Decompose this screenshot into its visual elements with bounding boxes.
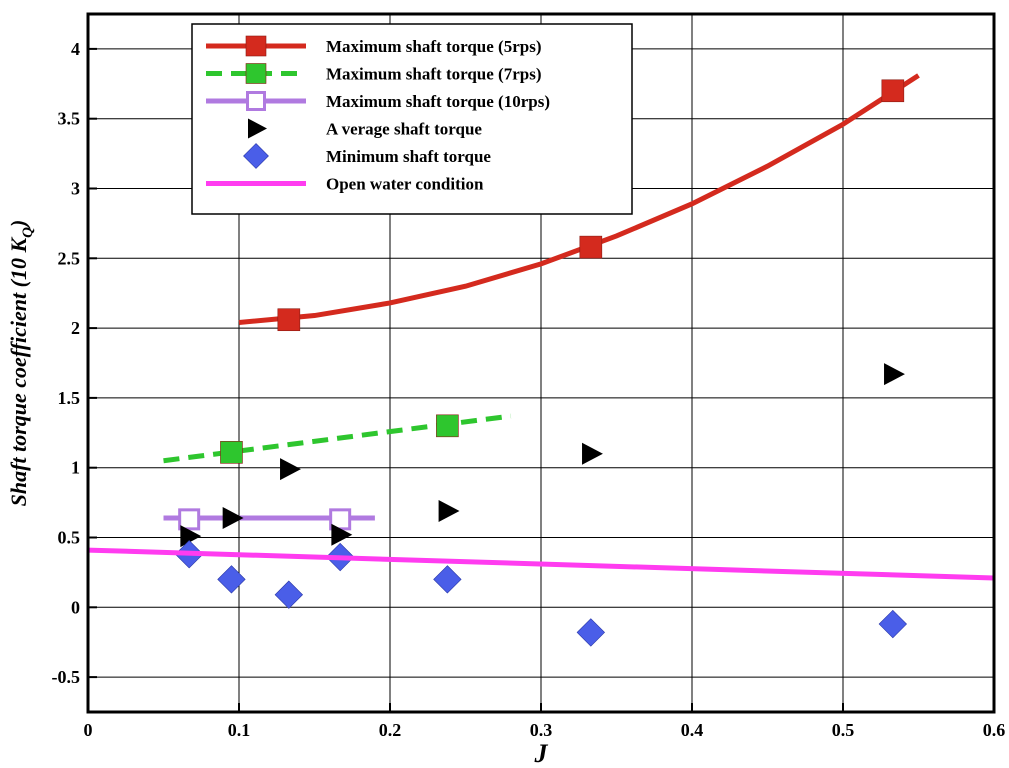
series-line [163,413,512,464]
data-point [576,618,606,647]
legend-item: Maximum shaft torque (10rps) [206,91,550,111]
legend-item: Minimum shaft torque [243,143,491,169]
legend-label: Minimum shaft torque [326,147,491,166]
y-tick-label: 0.5 [58,528,81,548]
x-tick-label: 0.4 [681,720,704,740]
legend-item: Open water condition [206,175,484,194]
x-tick-label: 0.5 [832,720,855,740]
x-tick-label: 0.6 [983,720,1006,740]
y-tick-label: 0 [71,597,80,617]
data-point [277,308,301,332]
legend-label: Maximum shaft torque (5rps) [326,37,541,56]
x-axis-title: J [534,739,549,768]
legend-marker [248,118,267,139]
y-tick-label: 3.5 [58,109,81,129]
x-tick-label: 0 [84,720,93,740]
legend-item: Maximum shaft torque (7rps) [206,63,541,84]
y-tick-label: 3 [71,179,80,199]
y-axis-title-subscript: Q [20,227,36,238]
legend-label: Maximum shaft torque (7rps) [326,65,541,84]
data-point [217,565,246,594]
data-point [438,499,460,522]
series-line [87,547,995,581]
y-axis-title: Shaft torque coefficient (10 KQ) [6,220,36,507]
y-tick-label: -0.5 [52,667,81,687]
legend-label: A verage shaft torque [326,120,482,139]
series-layer [87,73,995,647]
legend-marker [245,63,267,84]
legend: Maximum shaft torque (5rps) Maximum shaft… [191,23,633,215]
series-maximum-shaft-torque-10rps [163,508,375,531]
data-point [881,79,905,103]
x-tick-label: 0.2 [379,720,402,740]
series-a-verage-shaft-torque [180,363,905,548]
series-maximum-shaft-torque-5rps [238,73,920,332]
data-point [433,565,462,594]
axis-ticks: 0 0.1 0.2 0.3 0.4 0.5 0.6 -0.5 0 0.5 1 1.5 2 2.5 3 3.5 4 [52,39,1006,740]
y-axis-title-close: ) [6,220,31,229]
y-tick-label: 2.5 [58,248,81,268]
data-point [180,525,202,548]
data-point [884,363,905,386]
legend-item: Maximum shaft torque (5rps) [206,35,541,57]
y-axis-title-main: Shaft torque coefficient (10 K [6,237,31,507]
legend-marker [243,143,269,169]
legend-label: Maximum shaft torque (10rps) [326,92,550,111]
y-tick-label: 1 [71,458,80,478]
data-point [579,235,603,259]
y-tick-label: 2 [71,318,80,338]
data-point [436,414,459,438]
data-point [582,442,603,465]
data-point [178,508,201,531]
data-point [331,523,353,546]
data-point [878,609,908,639]
series-open-water-condition [87,547,995,581]
data-point [274,580,304,609]
x-tick-label: 0.1 [228,720,251,740]
data-point [280,458,301,481]
series-line [238,73,920,326]
legend-marker [246,91,266,111]
y-tick-label: 4 [71,39,80,59]
legend-marker [245,35,267,57]
y-tick-label: 1.5 [58,388,81,408]
data-point [220,441,243,464]
legend-item: A verage shaft torque [248,118,482,139]
data-point [222,506,244,529]
legend-label: Open water condition [326,175,484,194]
series-maximum-shaft-torque-7rps [163,413,512,464]
x-tick-label: 0.3 [530,720,553,740]
